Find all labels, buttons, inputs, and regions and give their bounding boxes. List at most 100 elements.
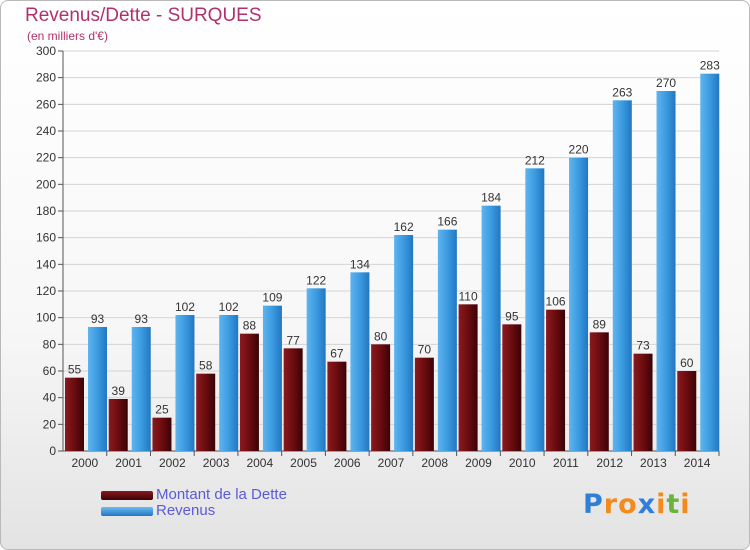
bar-revenus	[131, 327, 151, 451]
data-label-revenus: 93	[135, 312, 149, 326]
x-tick-label: 2002	[159, 456, 186, 470]
data-label-dette: 80	[374, 329, 388, 343]
y-tick-label: 40	[43, 391, 57, 405]
x-tick-label: 2003	[203, 456, 230, 470]
data-label-dette: 58	[199, 359, 213, 373]
data-label-dette: 73	[636, 339, 650, 353]
x-tick-label: 2005	[290, 456, 317, 470]
bar-dette	[327, 361, 347, 451]
bar-revenus	[306, 288, 326, 451]
chart-unit-label: (en milliers d'€)	[27, 29, 108, 43]
legend-label-dette: Montant de la Dette	[156, 486, 287, 503]
x-tick-label: 2000	[72, 456, 99, 470]
bar-dette	[239, 333, 259, 451]
bar-revenus	[175, 315, 195, 451]
x-tick-label: 2012	[596, 456, 623, 470]
bar-dette	[371, 344, 391, 451]
data-label-revenus: 270	[656, 76, 676, 90]
data-label-revenus: 220	[569, 143, 589, 157]
y-tick-label: 280	[36, 71, 56, 85]
data-label-revenus: 109	[262, 291, 282, 305]
logo-letter: i	[680, 489, 691, 520]
y-tick-label: 180	[36, 204, 56, 218]
bar-revenus	[262, 305, 282, 451]
x-tick-label: 2011	[553, 456, 579, 470]
data-label-dette: 88	[243, 319, 257, 333]
bar-revenus	[437, 229, 457, 451]
y-tick-label: 80	[43, 337, 57, 351]
data-label-revenus: 162	[394, 220, 414, 234]
data-label-revenus: 283	[700, 59, 720, 73]
y-tick-label: 0	[49, 444, 56, 458]
bar-dette	[677, 371, 697, 451]
chart-title: Revenus/Dette - SURQUES	[25, 5, 262, 26]
bar-dette	[414, 357, 434, 451]
bar-revenus	[525, 168, 545, 452]
data-label-dette: 77	[286, 333, 300, 347]
y-tick-label: 300	[36, 44, 56, 58]
bar-dette	[589, 332, 609, 451]
data-label-revenus: 134	[350, 257, 370, 271]
bar-revenus	[219, 315, 239, 451]
data-label-revenus: 166	[437, 215, 457, 229]
bar-dette	[196, 373, 216, 451]
data-label-revenus: 102	[175, 300, 195, 314]
x-tick-label: 2007	[378, 456, 405, 470]
bar-revenus	[350, 272, 370, 451]
bar-dette	[152, 417, 172, 451]
x-tick-label: 2009	[465, 456, 492, 470]
axes: 0 20 40 60 80 100 120 140 160 180 200 220 240 260 280 3…	[36, 44, 720, 470]
bar-dette	[108, 399, 128, 451]
x-tick-label: 2013	[640, 456, 667, 470]
data-label-dette: 95	[505, 309, 519, 323]
x-tick-label: 2006	[334, 456, 361, 470]
bar-revenus	[481, 205, 501, 451]
data-label-dette: 25	[155, 403, 169, 417]
x-tick-label: 2001	[115, 456, 142, 470]
y-tick-label: 240	[36, 124, 56, 138]
data-label-dette: 39	[112, 384, 126, 398]
data-label-revenus: 212	[525, 153, 545, 167]
bar-dette	[633, 353, 653, 451]
data-label-dette: 70	[418, 343, 432, 357]
bar-revenus	[394, 235, 414, 451]
logo-letter: r	[603, 489, 619, 520]
data-label-dette: 89	[593, 317, 607, 331]
data-label-dette: 106	[546, 295, 566, 309]
y-tick-label: 120	[36, 284, 56, 298]
y-tick-label: 260	[36, 97, 56, 111]
y-tick-label: 200	[36, 177, 56, 191]
legend-swatch-dette	[101, 491, 153, 500]
data-label-revenus: 102	[219, 300, 239, 314]
data-label-revenus: 122	[306, 273, 326, 287]
bar-revenus	[612, 100, 632, 451]
bar-revenus	[656, 91, 676, 451]
logo-letter: o	[618, 489, 638, 520]
y-tick-label: 220	[36, 151, 56, 165]
grid-lines	[63, 50, 719, 452]
logo-letter: i	[656, 489, 667, 520]
data-label-revenus: 184	[481, 191, 501, 205]
bar-dette	[458, 304, 478, 451]
x-tick-label: 2010	[509, 456, 536, 470]
bar-revenus	[700, 73, 720, 452]
bars	[65, 73, 720, 452]
data-label-dette: 67	[330, 347, 344, 361]
y-tick-label: 160	[36, 231, 56, 245]
y-tick-label: 140	[36, 257, 56, 271]
bar-dette	[502, 324, 522, 451]
x-tick-label: 2014	[684, 456, 711, 470]
data-label-dette: 110	[459, 289, 478, 303]
y-tick-label: 20	[43, 417, 57, 431]
x-tick-label: 2008	[421, 456, 448, 470]
y-tick-label: 100	[36, 311, 56, 325]
data-label-revenus: 93	[91, 312, 105, 326]
bar-revenus	[569, 157, 589, 451]
legend-swatch-revenus	[101, 507, 153, 516]
bar-dette	[283, 348, 303, 451]
x-tick-label: 2004	[246, 456, 273, 470]
data-label-revenus: 263	[612, 85, 632, 99]
bar-dette	[546, 309, 566, 451]
